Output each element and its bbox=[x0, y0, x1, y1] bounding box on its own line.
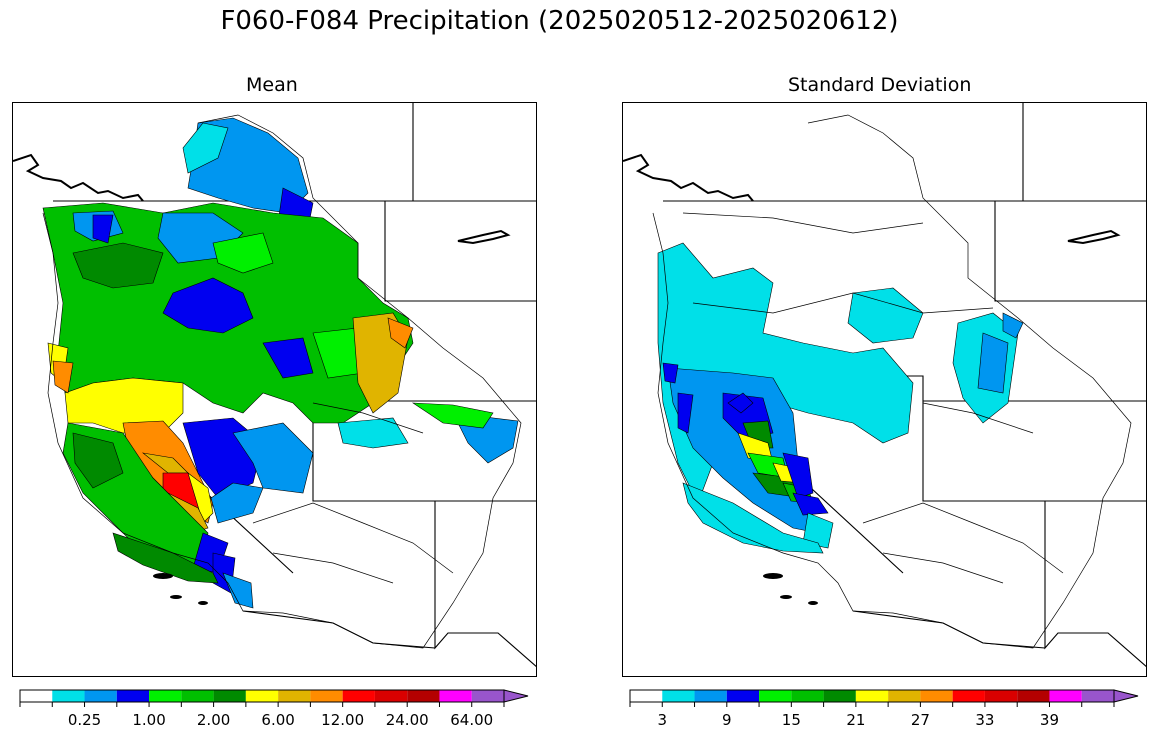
colorbar-segment bbox=[84, 690, 117, 702]
great-salt-lake-outline bbox=[1067, 229, 1121, 245]
colorbar-outline bbox=[19, 689, 505, 703]
mean-map bbox=[12, 102, 537, 677]
northwest-coastline bbox=[13, 153, 144, 202]
stddev-panel-title: Standard Deviation bbox=[788, 74, 972, 96]
colorbar-segment bbox=[471, 690, 504, 702]
colorbar-segment bbox=[1017, 690, 1050, 702]
colorbar-segment bbox=[342, 690, 375, 702]
colorbar-outline bbox=[629, 689, 1115, 703]
colorbar-segment bbox=[694, 690, 727, 702]
colorbar-segment bbox=[278, 690, 311, 702]
colorbar-segment bbox=[374, 690, 408, 702]
colorbar-tick-label: 39 bbox=[1039, 711, 1059, 729]
colorbar-tick-label: 12.00 bbox=[321, 711, 365, 729]
colorbar-segment bbox=[1081, 690, 1114, 702]
stddev-map bbox=[622, 102, 1147, 677]
colorbar-tick-label: 3 bbox=[657, 711, 668, 729]
colorbar-segment bbox=[149, 690, 182, 702]
colorbar-segment bbox=[630, 690, 663, 702]
colorbar-tick-label: 6.00 bbox=[261, 711, 295, 729]
basin-outlines bbox=[42, 114, 522, 649]
channel-islands bbox=[153, 573, 208, 605]
colorbar-tick-label: 33 bbox=[975, 711, 995, 729]
colorbar-segment bbox=[213, 690, 246, 702]
basin-outlines bbox=[652, 114, 1132, 649]
colorbar-extend-arrow bbox=[1113, 689, 1139, 703]
colorbar-segment bbox=[1049, 690, 1082, 702]
colorbar-segment bbox=[920, 690, 953, 702]
colorbar-segment bbox=[759, 690, 792, 702]
mean-precip-basins bbox=[42, 117, 519, 609]
colorbar-segment bbox=[20, 690, 53, 702]
colorbar-tick-label: 0.25 bbox=[67, 711, 102, 729]
stddev-colorbar bbox=[629, 689, 1139, 707]
colorbar-tick-label: 2.00 bbox=[196, 711, 231, 729]
colorbar-tick-label: 9 bbox=[722, 711, 732, 729]
figure-title: F060-F084 Precipitation (2025020512-2025… bbox=[220, 6, 899, 36]
colorbar-segment bbox=[662, 690, 695, 702]
stddev-precip-basins bbox=[657, 242, 1024, 554]
colorbar-segment bbox=[181, 690, 214, 702]
colorbar-segment bbox=[439, 690, 472, 702]
colorbar-tick-label: 64.00 bbox=[450, 711, 494, 729]
northwest-coastline bbox=[623, 153, 754, 202]
channel-islands bbox=[763, 573, 818, 605]
colorbar-segment bbox=[952, 690, 985, 702]
colorbar-tick-label: 21 bbox=[846, 711, 866, 729]
colorbar-segment bbox=[888, 690, 921, 702]
colorbar-tick-label: 1.00 bbox=[132, 711, 166, 729]
colorbar-segment bbox=[407, 690, 440, 702]
colorbar-segment bbox=[310, 690, 343, 702]
colorbar-segment bbox=[791, 690, 824, 702]
colorbar-segment bbox=[116, 690, 150, 702]
colorbar-tick-label: 27 bbox=[910, 711, 930, 729]
colorbar-segment bbox=[855, 690, 889, 702]
colorbar-tick-label: 24.00 bbox=[385, 711, 429, 729]
colorbar-extend-arrow bbox=[503, 689, 529, 703]
mean-colorbar bbox=[19, 689, 529, 707]
colorbar-segment bbox=[52, 690, 85, 702]
great-salt-lake-outline bbox=[457, 229, 511, 245]
colorbar-segment bbox=[245, 690, 279, 702]
mean-panel-title: Mean bbox=[246, 74, 298, 96]
colorbar-segment bbox=[726, 690, 760, 702]
colorbar-segment bbox=[984, 690, 1018, 702]
colorbar-tick-label: 15 bbox=[781, 711, 801, 729]
colorbar-segment bbox=[823, 690, 856, 702]
